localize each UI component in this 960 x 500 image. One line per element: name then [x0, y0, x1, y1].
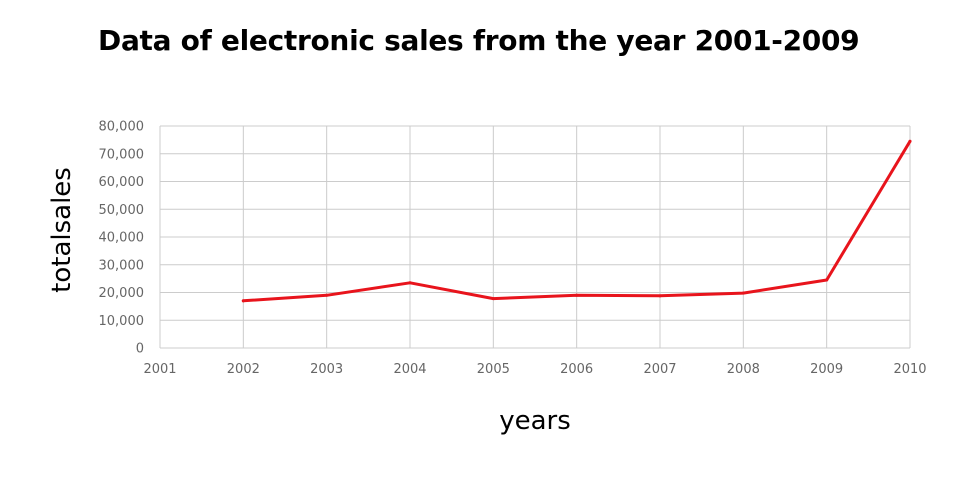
x-tick-label: 2010 — [893, 362, 926, 377]
chart-title: Data of electronic sales from the year 2… — [98, 24, 860, 57]
x-tick-label: 2007 — [643, 362, 676, 377]
data-point — [658, 294, 662, 298]
grid — [159, 125, 911, 349]
y-tick-label: 0 — [136, 342, 144, 357]
data-point — [325, 293, 329, 297]
series-group — [241, 139, 912, 303]
x-tick-label: 2006 — [560, 362, 593, 377]
x-tick-label: 2009 — [810, 362, 843, 377]
data-point — [491, 297, 495, 301]
data-point — [825, 278, 829, 282]
data-point — [741, 291, 745, 295]
y-tick-label: 20,000 — [99, 286, 145, 301]
y-axis-ticks: 0 10,000 20,000 30,000 40,000 50,000 60,000 70,… — [99, 120, 145, 357]
y-tick-label: 80,000 — [99, 120, 145, 135]
y-axis-title: totalsales — [47, 167, 77, 293]
x-tick-label: 2001 — [143, 362, 176, 377]
x-tick-label: 2002 — [227, 362, 260, 377]
y-tick-label: 60,000 — [99, 175, 145, 190]
x-tick-label: 2008 — [727, 362, 760, 377]
data-point — [908, 139, 912, 143]
x-tick-label: 2005 — [477, 362, 510, 377]
x-axis-ticks: 2001 2002 2003 2004 2005 2006 2007 2008 2009 2010 — [143, 362, 926, 377]
data-point — [241, 299, 245, 303]
y-tick-label: 40,000 — [99, 231, 145, 246]
y-tick-label: 50,000 — [99, 203, 145, 218]
data-point — [408, 281, 412, 285]
data-point — [575, 293, 579, 297]
x-tick-label: 2003 — [310, 362, 343, 377]
y-tick-label: 10,000 — [99, 314, 145, 329]
x-axis-title: years — [499, 406, 571, 436]
y-tick-label: 30,000 — [99, 258, 145, 273]
y-tick-label: 70,000 — [99, 147, 145, 162]
x-tick-label: 2004 — [393, 362, 426, 377]
